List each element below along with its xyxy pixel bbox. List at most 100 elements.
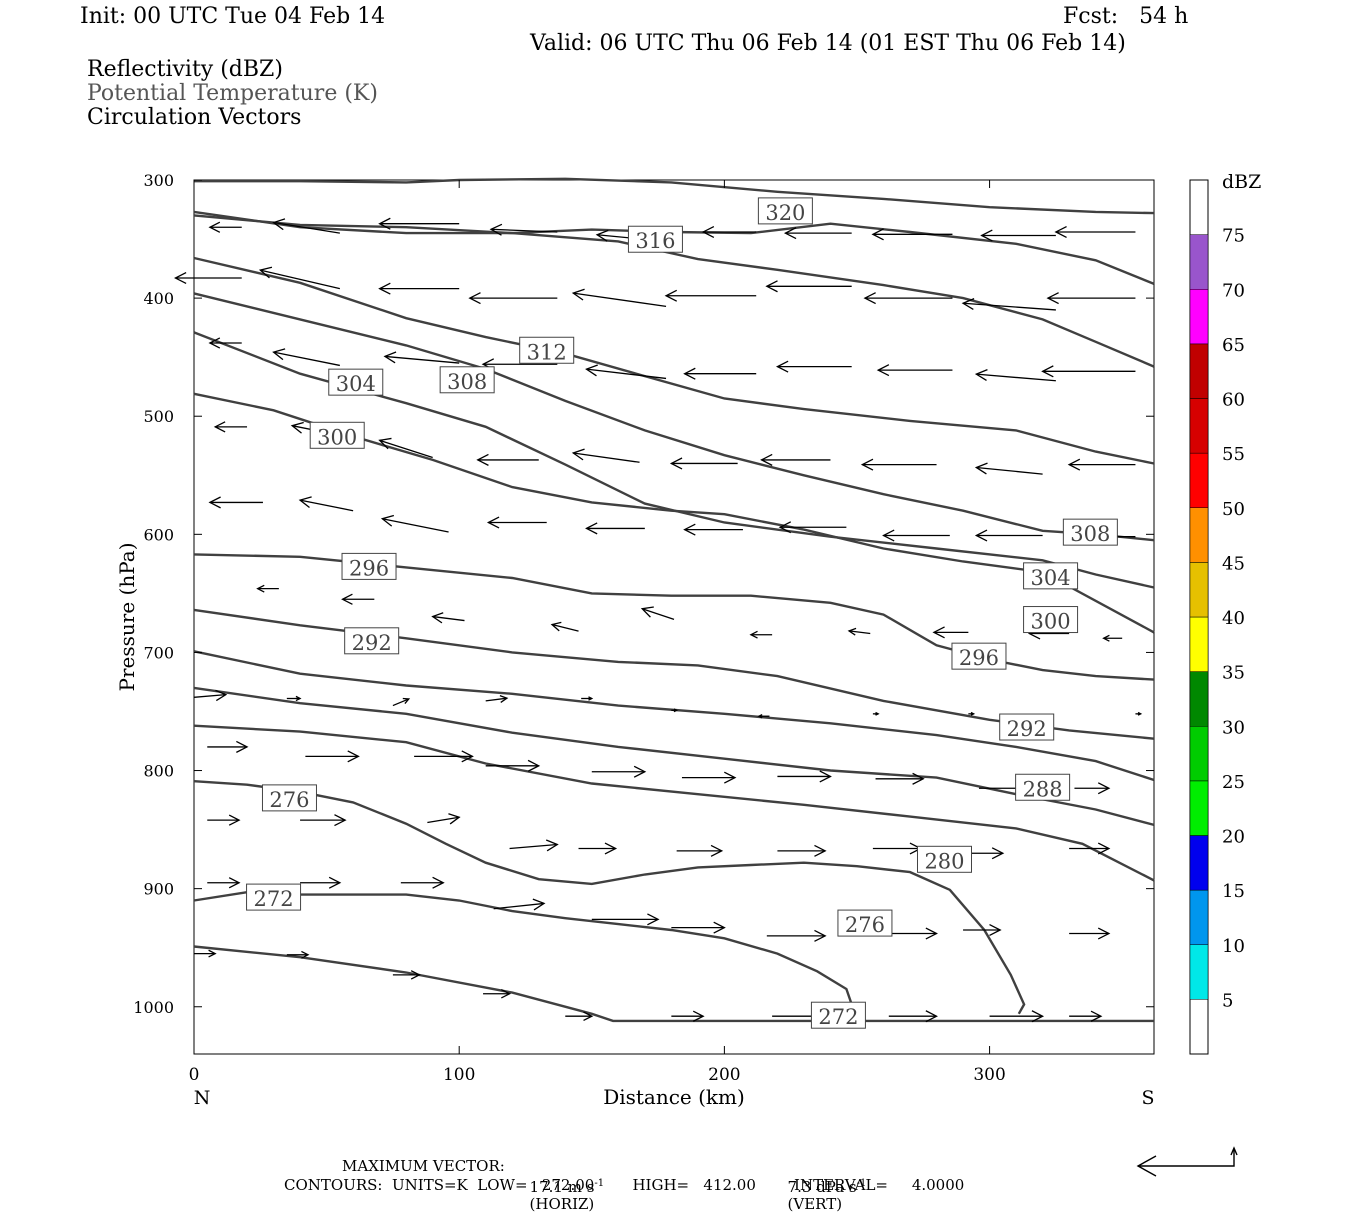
reference-vector-icon — [1136, 1146, 1238, 1177]
x-tick-label: 100 — [443, 1065, 475, 1085]
vector-shaft — [493, 902, 545, 910]
colorbar: 5 10 15 20 25 30 35 40 45 50 55 60 65 70 75 dBZ — [1189, 171, 1261, 1055]
circulation-vector — [258, 266, 341, 290]
vector-shaft — [641, 608, 675, 620]
vector-shaft — [379, 439, 433, 459]
circulation-vector — [1069, 842, 1111, 855]
max-vector-vert-value: 7.3 dPa s — [787, 1178, 857, 1196]
y-tick-label: 800 — [143, 762, 174, 781]
theta-label-box — [1023, 562, 1079, 590]
vector-head — [692, 1010, 705, 1022]
vector-head — [334, 814, 347, 827]
vector-head — [1031, 1010, 1045, 1023]
colorbar-tick-label: 45 — [1222, 553, 1245, 574]
vector-shaft — [551, 623, 579, 632]
circulation-vector — [305, 750, 360, 763]
colorbar-swatch — [1189, 780, 1209, 836]
colorbar-swatch — [1189, 289, 1209, 345]
circulation-vector — [207, 877, 241, 889]
vector-head — [701, 225, 715, 238]
vector-head — [378, 437, 392, 450]
theta-label: 296 — [341, 552, 397, 580]
circulation-vector — [378, 217, 460, 230]
theta-label-box — [627, 225, 683, 253]
vector-head — [208, 949, 217, 958]
theta-label-text: 312 — [527, 340, 567, 364]
theta-label-text: 300 — [317, 425, 357, 449]
vector-head — [683, 523, 696, 536]
vector-head — [595, 229, 609, 242]
vector-head — [256, 584, 265, 593]
x-axis-label: Distance (km) — [603, 1085, 745, 1109]
y-axis-label: Pressure (hPa) — [115, 543, 139, 692]
circulation-vector — [571, 288, 667, 308]
theta-contour — [193, 650, 1155, 782]
circulation-vector — [378, 282, 460, 295]
vector-head — [347, 750, 360, 763]
reference-vector-shaft — [1138, 1150, 1235, 1167]
vector-head — [1137, 711, 1143, 716]
circulation-vector — [174, 272, 242, 285]
circulation-vector — [493, 898, 546, 911]
colorbar-tick-label: 70 — [1222, 280, 1245, 301]
circulation-vector — [1074, 782, 1111, 795]
field-reflectivity: Reflectivity (dBZ) — [87, 57, 283, 82]
circulation-vector — [640, 606, 675, 620]
vector-shaft — [193, 694, 226, 698]
circulation-vector — [701, 225, 757, 238]
vector-head — [633, 765, 647, 778]
vector-head — [215, 689, 228, 702]
circulation-vector — [766, 929, 827, 942]
theta-label-box — [246, 883, 302, 911]
reference-vector-head-vert — [1230, 1146, 1238, 1156]
circulation-vector — [286, 950, 310, 959]
theta-label-text: 304 — [336, 372, 376, 396]
vector-head — [863, 292, 876, 305]
circulation-vector — [468, 292, 558, 305]
vector-head — [1090, 1010, 1103, 1022]
circulation-vector — [860, 458, 937, 471]
circulation-vector — [876, 364, 953, 377]
circulation-vector — [272, 348, 340, 367]
circulation-vector — [392, 697, 411, 707]
y-tick-label: 600 — [143, 525, 174, 544]
vector-head — [486, 516, 500, 529]
circulation-vector — [208, 337, 242, 349]
x-tick-label: 200 — [708, 1065, 740, 1085]
colorbar-tick-label: 40 — [1222, 608, 1245, 629]
theta-label: 288 — [1015, 773, 1071, 801]
vector-head — [640, 606, 654, 618]
vector-shaft — [586, 368, 667, 380]
init-time: Init: 00 UTC Tue 04 Feb 14 — [80, 4, 386, 29]
vector-head — [208, 221, 221, 233]
vector-head — [989, 923, 1002, 937]
colorbar-tick-label: 25 — [1222, 772, 1245, 793]
vector-shaft — [509, 843, 558, 850]
theta-label: 308 — [439, 366, 495, 394]
circulation-vector — [1069, 927, 1111, 940]
vector-shaft — [260, 269, 341, 290]
circulation-vector — [989, 1010, 1045, 1023]
max-vector-label: MAXIMUM VECTOR: — [342, 1157, 505, 1175]
x-tick-label: 300 — [973, 1065, 1005, 1085]
vector-head — [713, 921, 726, 934]
circulation-vector — [1054, 225, 1136, 238]
theta-label-text: 304 — [1031, 566, 1071, 590]
circulation-vector — [872, 711, 880, 716]
y-tick-label: 1000 — [133, 998, 174, 1017]
circulation-vector — [676, 844, 724, 857]
theta-label: 304 — [1023, 562, 1079, 590]
max-vector-vert-exp: -1 — [856, 1178, 867, 1189]
theta-label-text: 276 — [269, 788, 309, 812]
vector-head — [875, 711, 880, 716]
circulation-vector — [980, 229, 1056, 242]
circulation-vector — [286, 695, 302, 702]
vector-head — [174, 272, 187, 285]
circulation-vector — [392, 970, 421, 980]
theta-contour — [193, 553, 1155, 681]
theta-label-box — [261, 784, 317, 812]
vector-head — [571, 288, 585, 301]
theta-label: 276 — [837, 909, 893, 937]
vector-shaft — [963, 302, 1056, 311]
